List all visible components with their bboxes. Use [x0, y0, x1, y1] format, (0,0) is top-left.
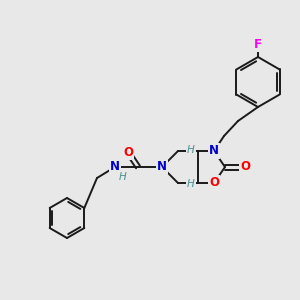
Text: H: H [187, 179, 195, 189]
Text: N: N [110, 160, 120, 173]
Text: O: O [209, 176, 219, 190]
Text: N: N [157, 160, 167, 173]
Text: H: H [119, 172, 127, 182]
Text: H: H [187, 145, 195, 155]
Text: F: F [254, 38, 262, 50]
Text: O: O [123, 146, 133, 158]
Text: N: N [209, 145, 219, 158]
Text: O: O [240, 160, 250, 173]
